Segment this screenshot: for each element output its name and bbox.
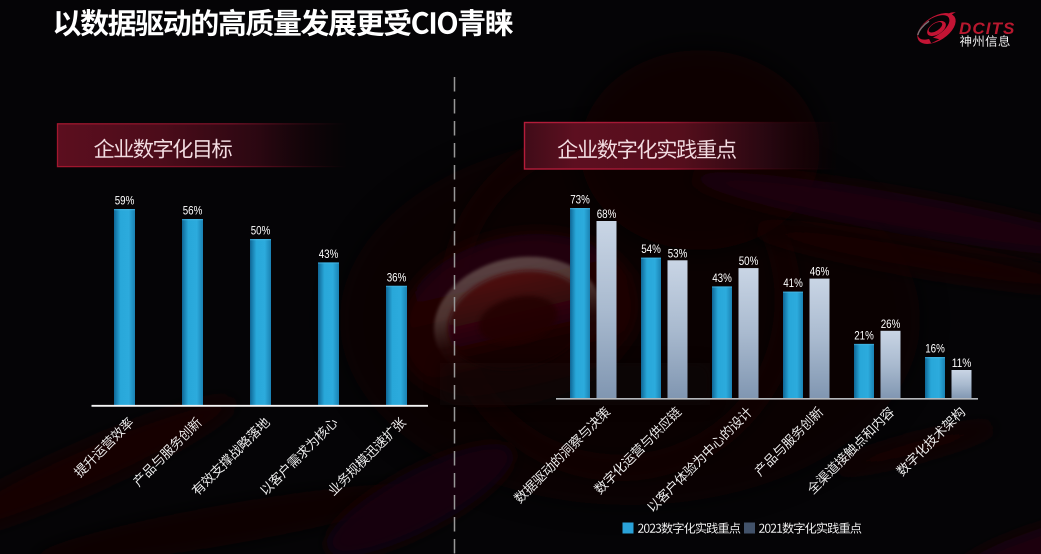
- svg-text:50%: 50%: [739, 256, 759, 268]
- svg-text:68%: 68%: [597, 209, 617, 221]
- svg-text:54%: 54%: [641, 244, 661, 256]
- svg-text:36%: 36%: [387, 272, 407, 284]
- svg-text:43%: 43%: [319, 249, 339, 261]
- svg-text:46%: 46%: [810, 267, 830, 279]
- svg-text:DCITS: DCITS: [959, 19, 1016, 38]
- svg-text:21%: 21%: [854, 330, 874, 342]
- svg-text:26%: 26%: [881, 319, 901, 331]
- svg-text:16%: 16%: [925, 344, 945, 356]
- svg-text:11%: 11%: [952, 358, 972, 370]
- svg-text:73%: 73%: [570, 195, 590, 207]
- svg-text:56%: 56%: [183, 206, 203, 218]
- svg-text:53%: 53%: [668, 248, 688, 260]
- svg-text:59%: 59%: [115, 196, 135, 208]
- svg-text:41%: 41%: [783, 278, 803, 290]
- svg-text:50%: 50%: [251, 226, 271, 238]
- svg-text:43%: 43%: [712, 273, 732, 285]
